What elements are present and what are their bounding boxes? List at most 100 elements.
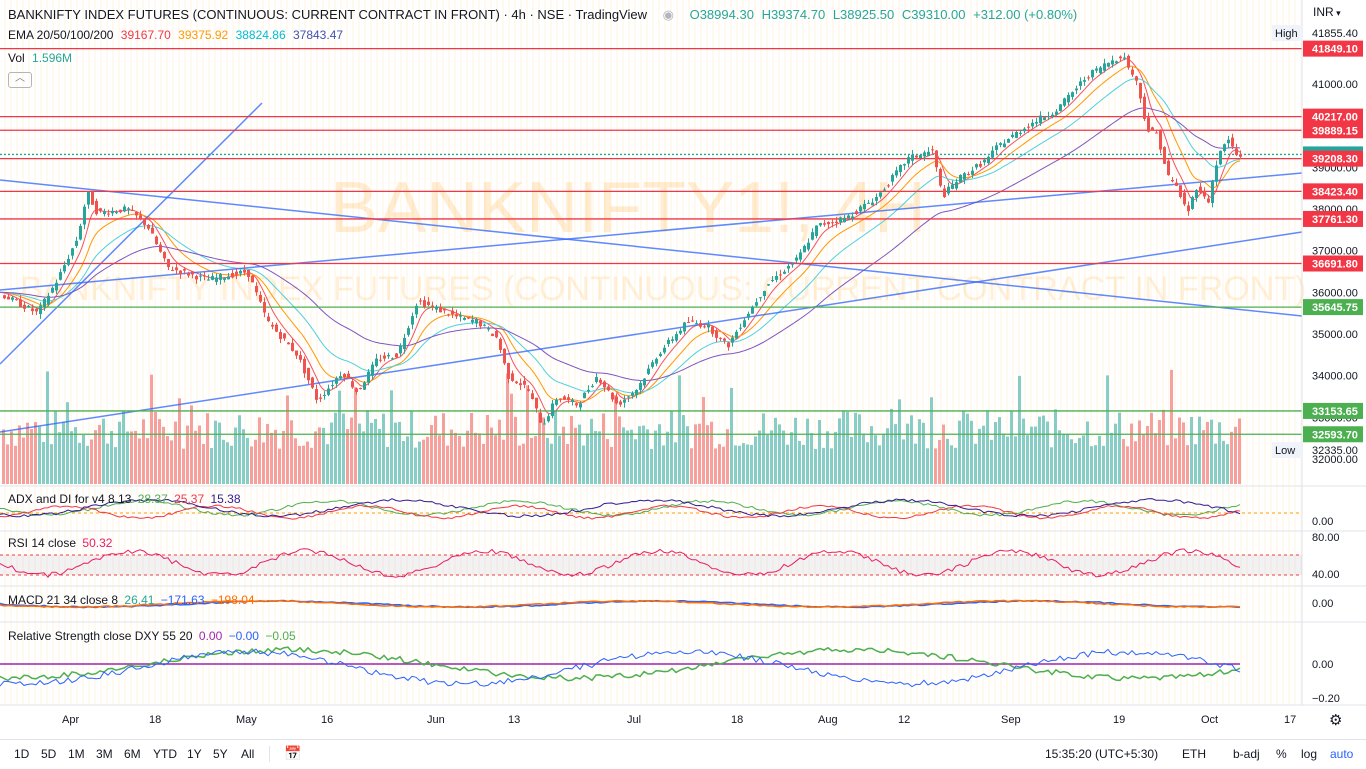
candle-body <box>279 332 282 339</box>
volume-bar <box>66 402 69 484</box>
volume-bar <box>462 446 465 484</box>
currency-label: INR <box>1313 5 1334 19</box>
macd-legend[interactable]: MACD 21 34 close 8 26.41 −171.63 −198.04 <box>8 593 258 607</box>
time-axis[interactable]: Apr 18 May 16 Jun 13 Jul 18 Aug 12 Sep 19 Oct 17 <box>62 714 1296 726</box>
rsi-legend[interactable]: RSI 14 close 50.32 <box>8 536 115 550</box>
gear-icon[interactable]: ⚙ <box>1329 712 1343 729</box>
range-6m[interactable]: 6M <box>124 747 141 761</box>
clock-time[interactable]: 15:35:20 (UTC+5:30) <box>1045 747 1159 761</box>
volume-bar <box>894 424 897 484</box>
chart-canvas[interactable]: BANKNIFTY1!, 4H BANKNIFTY INDEX FUTURES … <box>0 0 1366 740</box>
candle-body <box>847 215 850 219</box>
ema-label: EMA 20/50/100/200 <box>8 28 114 42</box>
log-toggle[interactable]: log <box>1301 747 1318 761</box>
candle-body <box>647 368 650 374</box>
range-1m[interactable]: 1M <box>68 747 85 761</box>
adx-value-1: 28.37 <box>137 492 168 506</box>
ema200-value: 37843.47 <box>292 28 344 42</box>
auto-scale-toggle[interactable]: auto <box>1330 747 1354 761</box>
range-1y[interactable]: 1Y <box>187 747 202 761</box>
adx-legend[interactable]: ADX and DI for v4 8 13 28.37 25.37 15.38 <box>8 492 244 506</box>
collapse-legend-icon[interactable]: ︿ <box>8 72 32 88</box>
session-stripe <box>856 0 858 705</box>
macd-label: MACD 21 34 close 8 <box>8 593 119 607</box>
horizontal-levels[interactable] <box>0 47 1302 435</box>
range-ytd[interactable]: YTD <box>153 747 177 761</box>
candle-body <box>495 330 498 338</box>
candle-body <box>935 150 938 168</box>
price-level-tag <box>1303 108 1363 125</box>
candle-body <box>887 185 890 187</box>
session-stripe <box>1264 0 1266 705</box>
range-5d[interactable]: 5D <box>41 747 57 761</box>
volume-bar <box>218 422 221 484</box>
candle-body <box>219 274 222 280</box>
volume-bar <box>174 421 177 484</box>
range-3m[interactable]: 3M <box>96 747 113 761</box>
session-stripe <box>538 0 540 705</box>
volume-bar <box>510 393 513 484</box>
vol-label: Vol <box>8 51 25 65</box>
volume-legend[interactable]: Vol 1.596M <box>8 51 76 65</box>
volume-bar <box>994 422 997 484</box>
ohlc-high: H39374.70 <box>761 7 826 22</box>
symbol-title[interactable]: BANKNIFTY INDEX FUTURES (CONTINUOUS: CUR… <box>8 7 647 22</box>
volume-bar <box>274 429 277 484</box>
session-stripe <box>256 0 258 705</box>
currency-selector[interactable]: INR ▾ <box>1313 5 1341 19</box>
candle-body <box>39 305 42 315</box>
session-stripe <box>790 0 792 705</box>
volume-bar <box>1142 434 1145 484</box>
range-1d[interactable]: 1D <box>14 747 30 761</box>
session-stripe <box>844 0 846 705</box>
candle-body <box>823 223 826 225</box>
session-stripe <box>1132 0 1134 705</box>
volume-bar <box>1102 445 1105 484</box>
indicator-panes <box>0 0 1366 706</box>
session-stripe <box>130 0 132 705</box>
range-5y[interactable]: 5Y <box>213 747 228 761</box>
adjust-toggle[interactable]: b-adj <box>1233 747 1260 761</box>
session-stripe <box>82 0 84 705</box>
volume-bar <box>106 443 109 484</box>
candle-body <box>607 386 610 391</box>
volume-bar <box>742 443 745 484</box>
volume-bar <box>1002 433 1005 484</box>
session-stripe <box>964 0 966 705</box>
session-stripe <box>22 0 24 705</box>
session-stripe <box>1096 0 1098 705</box>
session-stripe <box>916 0 918 705</box>
candle-body <box>1011 134 1014 137</box>
candle-body <box>339 376 342 379</box>
candle-body <box>695 323 698 325</box>
volume-bar <box>386 446 389 484</box>
volume-bar <box>482 443 485 484</box>
candle-body <box>1039 115 1042 124</box>
session-toggle[interactable]: ETH <box>1182 747 1206 761</box>
session-stripe <box>940 0 942 705</box>
percent-toggle[interactable]: % <box>1276 747 1287 761</box>
session-stripe <box>106 0 108 705</box>
volume-bar <box>1006 436 1009 484</box>
volume-bar <box>1118 412 1121 484</box>
volume-bar <box>1230 431 1233 484</box>
volume-bar <box>1018 375 1021 484</box>
range-all[interactable]: All <box>241 747 255 761</box>
rs-legend[interactable]: Relative Strength close DXY 55 20 0.00 −… <box>8 629 299 643</box>
ema-legend[interactable]: EMA 20/50/100/200 39167.70 39375.92 3882… <box>8 28 347 42</box>
price-axis[interactable]: 41000.0040000.0039000.0038000.0037000.00… <box>1272 25 1363 705</box>
volume-bar <box>1150 412 1153 484</box>
calendar-goto-icon[interactable]: 📅 <box>284 745 302 761</box>
volume-bar <box>1070 439 1073 484</box>
volume-bar <box>610 446 613 484</box>
trend-lines[interactable] <box>0 102 1303 433</box>
candle-body <box>767 284 770 286</box>
adx-di-minus <box>0 504 1241 520</box>
eye-icon[interactable]: ◉ <box>662 7 674 22</box>
candle-body <box>1131 69 1134 75</box>
volume-bar <box>562 426 565 484</box>
session-stripe <box>280 0 282 705</box>
volume-bar <box>238 415 241 484</box>
candle-body <box>907 157 910 164</box>
candle-body <box>739 327 742 329</box>
